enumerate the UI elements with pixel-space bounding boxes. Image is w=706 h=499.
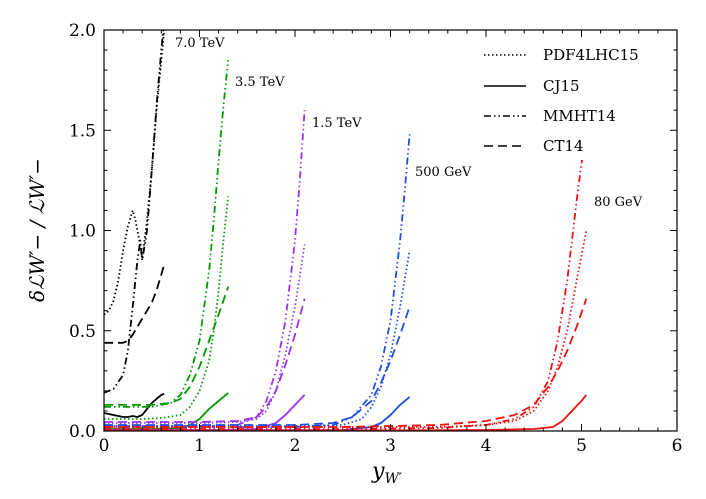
series-line-500-gev-mmht14 xyxy=(104,134,411,428)
y-axis-label: δℒW′− / ℒW′− xyxy=(25,158,49,302)
series-line-7-0-tev-pdf4lhc15 xyxy=(104,30,166,316)
annotation-1-5tev: 1.5 TeV xyxy=(312,116,362,131)
legend-label-cj15: CJ15 xyxy=(543,77,580,95)
legend: PDF4LHC15 CJ15 MMHT14 CT14 xyxy=(476,38,668,160)
series-line-3-5-tev-ct14 xyxy=(104,286,230,406)
y-tick-label: 0.0 xyxy=(69,422,96,442)
x-tick-label: 5 xyxy=(576,436,587,456)
annotation-7tev: 7.0 TeV xyxy=(175,36,225,51)
annotation-500gev: 500 GeV xyxy=(415,165,472,180)
series-line-3-5-tev-cj15 xyxy=(104,392,229,430)
x-tick-label: 0 xyxy=(99,436,110,456)
y-tick-label: 0.5 xyxy=(69,322,96,342)
series-line-80-gev-pdf4lhc15 xyxy=(104,230,588,428)
x-axis-label: yW′ xyxy=(371,459,403,487)
series-line-500-gev-pdf4lhc15 xyxy=(104,250,411,427)
x-tick-label: 1 xyxy=(194,436,205,456)
series-line-500-gev-ct14 xyxy=(104,306,411,426)
x-tick-label: 2 xyxy=(290,436,301,456)
legend-label-ct14: CT14 xyxy=(543,137,584,155)
x-tick-label: 4 xyxy=(481,436,492,456)
series-line-1-5-tev-ct14 xyxy=(104,298,306,423)
series-line-80-gev-cj15 xyxy=(104,394,588,431)
series-line-7-0-tev-mmht14 xyxy=(104,30,165,394)
series-line-80-gev-mmht14 xyxy=(104,126,588,430)
series-layer xyxy=(104,30,588,431)
y-tick-labels: 0.0 0.5 1.0 1.5 2.0 xyxy=(69,21,96,442)
x-tick-label: 6 xyxy=(672,436,683,456)
axis-ticks xyxy=(103,29,678,432)
series-line-3-5-tev-pdf4lhc15 xyxy=(104,196,230,420)
series-line-1-5-tev-pdf4lhc15 xyxy=(104,244,306,424)
y-tick-label: 1.0 xyxy=(69,222,96,242)
legend-label-pdf4lhc15: PDF4LHC15 xyxy=(543,46,639,64)
y-tick-label: 2.0 xyxy=(69,21,96,41)
energy-annotations: 7.0 TeV 3.5 TeV 1.5 TeV 500 GeV 80 GeV xyxy=(175,36,643,210)
series-line-7-0-tev-ct14 xyxy=(104,264,166,344)
x-tick-labels: 0 1 2 3 4 5 6 xyxy=(99,436,683,456)
annotation-3-5tev: 3.5 TeV xyxy=(235,75,285,90)
x-tick-label: 3 xyxy=(385,436,396,456)
legend-box xyxy=(476,38,668,160)
y-tick-label: 1.5 xyxy=(69,121,96,141)
series-line-7-0-tev-cj15 xyxy=(104,393,165,418)
annotation-80gev: 80 GeV xyxy=(594,195,643,210)
series-line-80-gev-ct14 xyxy=(104,298,588,428)
legend-label-mmht14: MMHT14 xyxy=(543,107,616,125)
